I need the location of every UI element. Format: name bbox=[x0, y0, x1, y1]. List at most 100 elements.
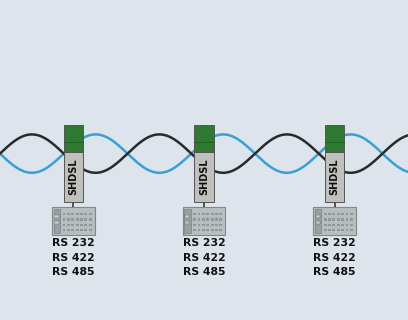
Bar bbox=[325, 152, 344, 202]
Bar bbox=[346, 224, 348, 226]
Bar bbox=[215, 224, 218, 226]
Bar bbox=[315, 209, 322, 233]
Bar bbox=[341, 224, 344, 226]
Bar bbox=[194, 125, 214, 152]
Bar bbox=[67, 229, 70, 231]
Bar bbox=[71, 229, 74, 231]
Bar bbox=[80, 218, 83, 221]
Bar bbox=[71, 218, 74, 221]
Bar bbox=[63, 229, 66, 231]
Bar bbox=[52, 207, 95, 235]
Bar bbox=[63, 213, 66, 215]
Bar bbox=[333, 218, 335, 221]
Bar bbox=[63, 224, 66, 226]
Bar bbox=[341, 218, 344, 221]
Bar bbox=[337, 229, 340, 231]
Bar bbox=[328, 229, 331, 231]
Bar bbox=[220, 218, 222, 221]
Bar bbox=[206, 218, 209, 221]
Bar bbox=[337, 224, 340, 226]
Bar bbox=[76, 229, 79, 231]
Bar bbox=[193, 224, 196, 226]
Bar bbox=[206, 224, 209, 226]
Bar bbox=[193, 218, 196, 221]
Bar bbox=[333, 229, 335, 231]
Bar bbox=[346, 229, 348, 231]
Bar bbox=[197, 218, 200, 221]
Bar bbox=[67, 213, 70, 215]
Bar bbox=[350, 213, 353, 215]
Bar bbox=[220, 229, 222, 231]
Bar bbox=[215, 218, 218, 221]
Bar bbox=[206, 213, 209, 215]
Bar bbox=[211, 218, 213, 221]
Bar bbox=[328, 218, 331, 221]
Bar bbox=[197, 224, 200, 226]
Bar bbox=[350, 229, 353, 231]
Bar bbox=[202, 229, 205, 231]
Bar bbox=[313, 207, 356, 235]
Bar bbox=[185, 215, 189, 218]
Bar bbox=[346, 213, 348, 215]
Bar bbox=[350, 218, 353, 221]
Bar bbox=[80, 224, 83, 226]
Bar bbox=[89, 229, 92, 231]
Bar bbox=[84, 224, 87, 226]
Bar bbox=[67, 218, 70, 221]
Bar bbox=[324, 213, 326, 215]
Bar bbox=[215, 213, 218, 215]
Bar bbox=[80, 229, 83, 231]
Bar bbox=[71, 224, 74, 226]
Bar bbox=[315, 215, 319, 218]
Bar bbox=[324, 229, 326, 231]
Bar bbox=[215, 229, 218, 231]
Bar bbox=[337, 218, 340, 221]
Text: SHDSL: SHDSL bbox=[330, 158, 339, 195]
Bar bbox=[84, 218, 87, 221]
Bar bbox=[325, 125, 344, 152]
Bar bbox=[324, 224, 326, 226]
Bar bbox=[63, 218, 66, 221]
Bar bbox=[67, 224, 70, 226]
Bar bbox=[346, 218, 348, 221]
Text: SHDSL: SHDSL bbox=[199, 158, 209, 195]
Bar bbox=[76, 213, 79, 215]
Bar bbox=[333, 224, 335, 226]
Bar bbox=[341, 229, 344, 231]
Bar bbox=[64, 152, 83, 202]
Text: SHDSL: SHDSL bbox=[69, 158, 78, 195]
Bar bbox=[183, 207, 225, 235]
Bar bbox=[89, 224, 92, 226]
Bar bbox=[202, 224, 205, 226]
Bar bbox=[184, 209, 191, 233]
Bar bbox=[84, 213, 87, 215]
Text: RS 232
RS 422
RS 485: RS 232 RS 422 RS 485 bbox=[313, 238, 356, 277]
Bar bbox=[76, 218, 79, 221]
Bar bbox=[197, 229, 200, 231]
Bar bbox=[55, 221, 59, 224]
Bar bbox=[341, 213, 344, 215]
Bar bbox=[76, 224, 79, 226]
Bar bbox=[333, 213, 335, 215]
Bar bbox=[71, 213, 74, 215]
Bar bbox=[197, 213, 200, 215]
Bar bbox=[220, 213, 222, 215]
Bar bbox=[194, 152, 214, 202]
Bar bbox=[206, 229, 209, 231]
Bar bbox=[337, 213, 340, 215]
Bar bbox=[202, 213, 205, 215]
Bar bbox=[211, 224, 213, 226]
Bar bbox=[84, 229, 87, 231]
Bar bbox=[64, 125, 83, 152]
Bar bbox=[328, 213, 331, 215]
Text: RS 232
RS 422
RS 485: RS 232 RS 422 RS 485 bbox=[52, 238, 95, 277]
Bar bbox=[315, 221, 319, 224]
Bar bbox=[193, 213, 196, 215]
Bar bbox=[220, 224, 222, 226]
Text: RS 232
RS 422
RS 485: RS 232 RS 422 RS 485 bbox=[183, 238, 225, 277]
Bar bbox=[185, 221, 189, 224]
Bar bbox=[55, 215, 59, 218]
Bar bbox=[89, 213, 92, 215]
Bar bbox=[202, 218, 205, 221]
Bar bbox=[211, 213, 213, 215]
